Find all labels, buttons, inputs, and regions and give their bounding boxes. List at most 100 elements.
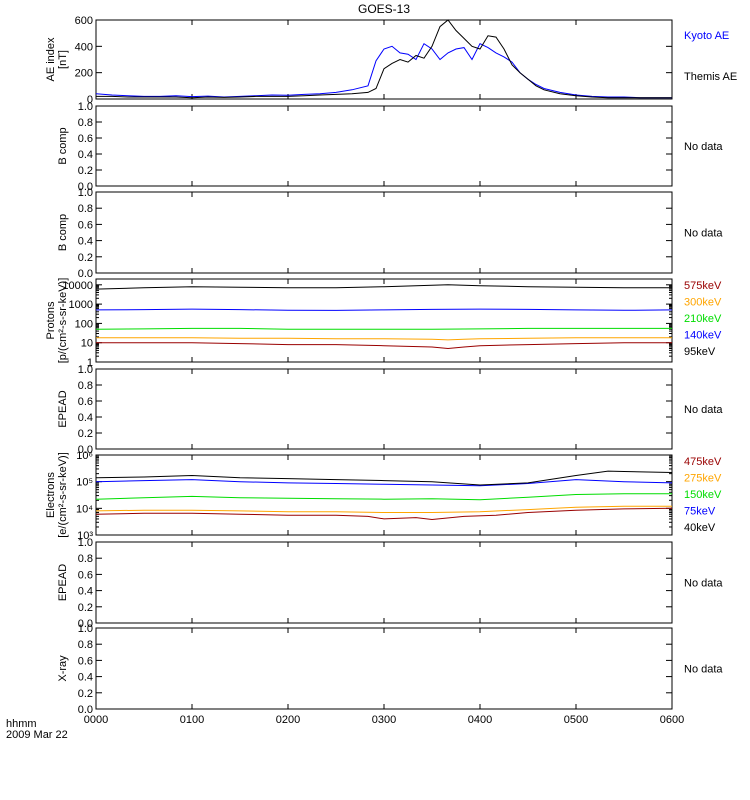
- y-tick-label: 1.0: [78, 623, 93, 635]
- series-line-95kev: [95, 284, 672, 290]
- panel-ae: 0 200 400 600 AE index [nT] Kyoto AE Themis AE: [45, 15, 737, 106]
- y-tick-label: 0.6: [78, 133, 93, 145]
- legend-label: 150keV: [684, 489, 722, 501]
- y-tick-label: 0.0: [78, 618, 93, 630]
- legend-label: 475keV: [684, 456, 722, 468]
- y-tick-label: 0.8: [78, 553, 93, 565]
- y-tick-label: 400: [75, 41, 93, 53]
- series-line-475kev: [95, 507, 673, 521]
- legend-label: 575keV: [684, 280, 722, 292]
- y-axis-label: B comp: [57, 127, 69, 164]
- panel-frame: [95, 278, 673, 363]
- panel-electrons: 10³ 10⁴ 10⁵ 10⁶ Electrons [e/(cm²-s-sr-keV)] 4…: [45, 450, 722, 542]
- y-tick-label: 0.2: [78, 688, 93, 700]
- y-axis-label: [e/(cm²-s-sr-keV)]: [57, 452, 69, 538]
- y-tick-label: 600: [75, 15, 93, 27]
- y-tick-label: 1000: [69, 299, 93, 311]
- y-tick-label: 0.8: [78, 380, 93, 392]
- y-tick-label: 0: [87, 94, 93, 106]
- time-format-label: hhmm: [6, 718, 37, 730]
- panel-frame: [95, 627, 673, 710]
- series-line-150kev: [95, 493, 672, 501]
- panel-frame: [95, 105, 673, 187]
- series-line-75kev: [95, 479, 673, 487]
- y-tick-label: 0.6: [78, 655, 93, 667]
- y-tick-label: 0.4: [78, 672, 93, 684]
- y-tick-label: 1.0: [78, 101, 93, 113]
- no-data-label: No data: [684, 141, 723, 153]
- no-data-label: No data: [684, 664, 723, 676]
- series-line-575kev: [96, 342, 672, 350]
- series-line-275kev: [95, 505, 672, 513]
- series-line-kyoto-ae: [95, 42, 672, 99]
- x-tick-label: 0500: [564, 714, 588, 726]
- legend-label: 210keV: [684, 313, 722, 325]
- y-tick-label: 100: [75, 318, 93, 330]
- no-data-label: No data: [684, 404, 723, 416]
- panel-frame: [95, 19, 673, 100]
- panel-b1: 0.0 0.2 0.4 0.6 0.8 1.0 B comp No data: [57, 101, 723, 193]
- y-axis-label: EPEAD: [57, 390, 69, 427]
- x-axis: 0000 0100 0200 0300 0400 0500 0600: [84, 714, 684, 726]
- series-line-140kev: [95, 308, 673, 311]
- x-tick-label: 0200: [276, 714, 300, 726]
- no-data-label: No data: [684, 228, 723, 240]
- y-tick-label: 0.0: [78, 704, 93, 716]
- y-tick-label: 10⁵: [76, 477, 93, 489]
- series-line-210kev: [95, 327, 672, 330]
- y-tick-label: 0.4: [78, 586, 93, 598]
- y-axis-label: Protons: [45, 301, 57, 339]
- legend-label: 95keV: [684, 346, 716, 358]
- panel-epead2: 0.0 0.2 0.4 0.6 0.8 1.0 EPEAD No data: [57, 537, 723, 630]
- legend-label: Themis AE: [684, 71, 737, 83]
- legend-label: 75keV: [684, 506, 716, 518]
- panel-epead1: 0.0 0.2 0.4 0.6 0.8 1.0 EPEAD No data: [57, 364, 723, 456]
- y-tick-label: 10³: [77, 530, 93, 542]
- y-tick-label: 10: [81, 338, 93, 350]
- y-axis-label: X-ray: [57, 655, 69, 682]
- legend-label: 40keV: [684, 522, 716, 534]
- y-tick-label: 0.6: [78, 219, 93, 231]
- legend-label: Kyoto AE: [684, 30, 729, 42]
- y-tick-label: 0.2: [78, 252, 93, 264]
- panel-xray: 0.0 0.2 0.4 0.6 0.8 1.0 X-ray No data: [57, 623, 723, 716]
- y-tick-label: 0.4: [78, 236, 93, 248]
- chart-title: GOES-13: [358, 2, 410, 16]
- y-tick-label: 0.8: [78, 639, 93, 651]
- y-tick-label: 1.0: [78, 364, 93, 376]
- y-tick-label: 0.2: [78, 602, 93, 614]
- y-axis-label: [p/(cm²-s-sr-keV)]: [57, 278, 69, 364]
- y-tick-label: 10⁶: [76, 450, 93, 462]
- y-axis-label: EPEAD: [57, 564, 69, 601]
- y-tick-label: 10000: [62, 280, 93, 292]
- y-tick-label: 1: [87, 357, 93, 369]
- y-axis-label: AE index: [45, 37, 57, 82]
- y-tick-label: 200: [75, 68, 93, 80]
- legend-label: 140keV: [684, 330, 722, 342]
- x-tick-label: 0300: [372, 714, 396, 726]
- no-data-label: No data: [684, 578, 723, 590]
- y-tick-label: 0.6: [78, 396, 93, 408]
- x-tick-label: 0100: [180, 714, 204, 726]
- y-tick-label: 1.0: [78, 187, 93, 199]
- panel-frame: [95, 541, 673, 624]
- legend-label: 300keV: [684, 297, 722, 309]
- y-tick-label: 0.0: [78, 268, 93, 280]
- y-axis-label: B comp: [57, 214, 69, 251]
- date-label: 2009 Mar 22: [6, 729, 68, 741]
- y-tick-label: 0.0: [78, 181, 93, 193]
- series-line-300kev: [96, 337, 672, 341]
- series-line-40kev: [95, 470, 673, 486]
- y-axis-label: Electrons: [45, 472, 57, 518]
- y-tick-label: 0.2: [78, 165, 93, 177]
- y-tick-label: 0.4: [78, 412, 93, 424]
- y-tick-label: 1.0: [78, 537, 93, 549]
- y-tick-label: 0.4: [78, 149, 93, 161]
- panel-frame: [95, 454, 673, 536]
- y-tick-label: 0.8: [78, 203, 93, 215]
- y-tick-label: 0.8: [78, 117, 93, 129]
- series-line-themis-ae: [96, 19, 672, 99]
- x-tick-label: 0600: [660, 714, 684, 726]
